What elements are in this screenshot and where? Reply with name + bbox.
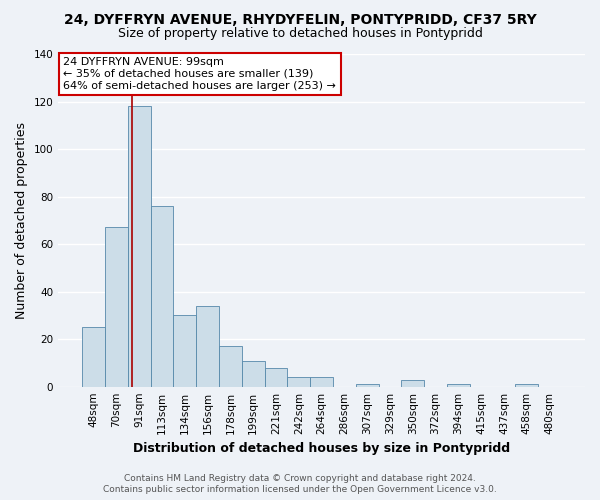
- Bar: [151, 206, 173, 386]
- Bar: [105, 228, 128, 386]
- Bar: [310, 377, 333, 386]
- Bar: [356, 384, 379, 386]
- Bar: [173, 316, 196, 386]
- Y-axis label: Number of detached properties: Number of detached properties: [15, 122, 28, 319]
- Bar: [128, 106, 151, 386]
- Text: Contains HM Land Registry data © Crown copyright and database right 2024.
Contai: Contains HM Land Registry data © Crown c…: [103, 474, 497, 494]
- Text: 24, DYFFRYN AVENUE, RHYDYFELIN, PONTYPRIDD, CF37 5RY: 24, DYFFRYN AVENUE, RHYDYFELIN, PONTYPRI…: [64, 12, 536, 26]
- Bar: [196, 306, 219, 386]
- X-axis label: Distribution of detached houses by size in Pontypridd: Distribution of detached houses by size …: [133, 442, 510, 455]
- Bar: [401, 380, 424, 386]
- Bar: [265, 368, 287, 386]
- Text: 24 DYFFRYN AVENUE: 99sqm
← 35% of detached houses are smaller (139)
64% of semi-: 24 DYFFRYN AVENUE: 99sqm ← 35% of detach…: [64, 58, 337, 90]
- Bar: [447, 384, 470, 386]
- Text: Size of property relative to detached houses in Pontypridd: Size of property relative to detached ho…: [118, 28, 482, 40]
- Bar: [287, 377, 310, 386]
- Bar: [82, 328, 105, 386]
- Bar: [242, 360, 265, 386]
- Bar: [219, 346, 242, 387]
- Bar: [515, 384, 538, 386]
